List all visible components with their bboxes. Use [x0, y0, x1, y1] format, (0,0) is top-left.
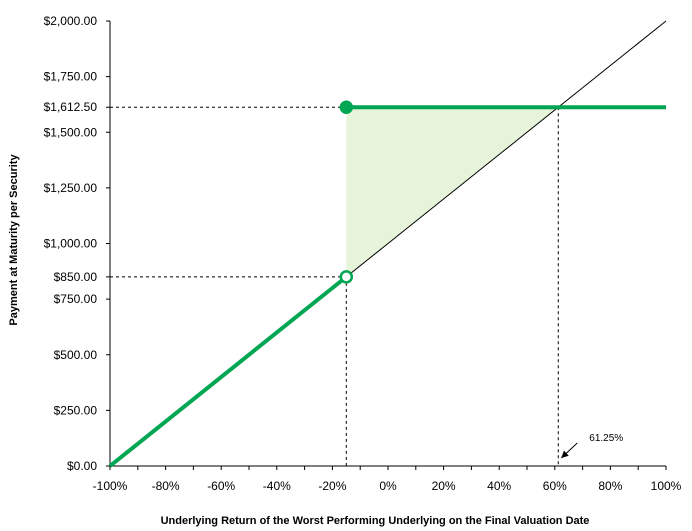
y-tick-label: $2,000.00 — [44, 14, 98, 28]
x-tick-label: 0% — [379, 479, 397, 493]
x-tick-label: 100% — [651, 479, 682, 493]
open-marker — [339, 270, 354, 284]
x-tick-label: -20% — [318, 479, 346, 493]
filled-marker — [339, 100, 354, 114]
x-tick-label: -100% — [93, 479, 128, 493]
x-tick-label: 60% — [543, 479, 567, 493]
x-tick-label: -80% — [152, 479, 180, 493]
y-tick-label: $750.00 — [54, 292, 98, 306]
y-tick-label: $850.00 — [54, 270, 98, 284]
y-axis-title: Payment at Maturity per Security — [8, 154, 20, 326]
x-tick-label: 40% — [487, 479, 511, 493]
payment-below-barrier-line — [108, 275, 348, 468]
y-tick-label: $1,000.00 — [44, 237, 98, 251]
x-axis-title: Underlying Return of the Worst Performin… — [161, 515, 590, 527]
annotation-label: 61.25% — [589, 433, 623, 444]
y-tick-label: $1,500.00 — [44, 125, 98, 139]
x-tick-label: 80% — [598, 479, 622, 493]
y-tick-label: $500.00 — [54, 348, 98, 362]
y-tick-label: $0.00 — [67, 459, 97, 473]
y-tick-label: $1,612.50 — [44, 100, 98, 114]
x-tick-label: 20% — [432, 479, 456, 493]
x-tick-label: -60% — [207, 479, 235, 493]
annotation-arrowhead — [561, 450, 569, 458]
x-tick-label: -40% — [263, 479, 291, 493]
y-tick-label: $1,250.00 — [44, 181, 98, 195]
y-tick-label: $250.00 — [54, 403, 98, 417]
y-tick-label: $1,750.00 — [44, 70, 98, 84]
